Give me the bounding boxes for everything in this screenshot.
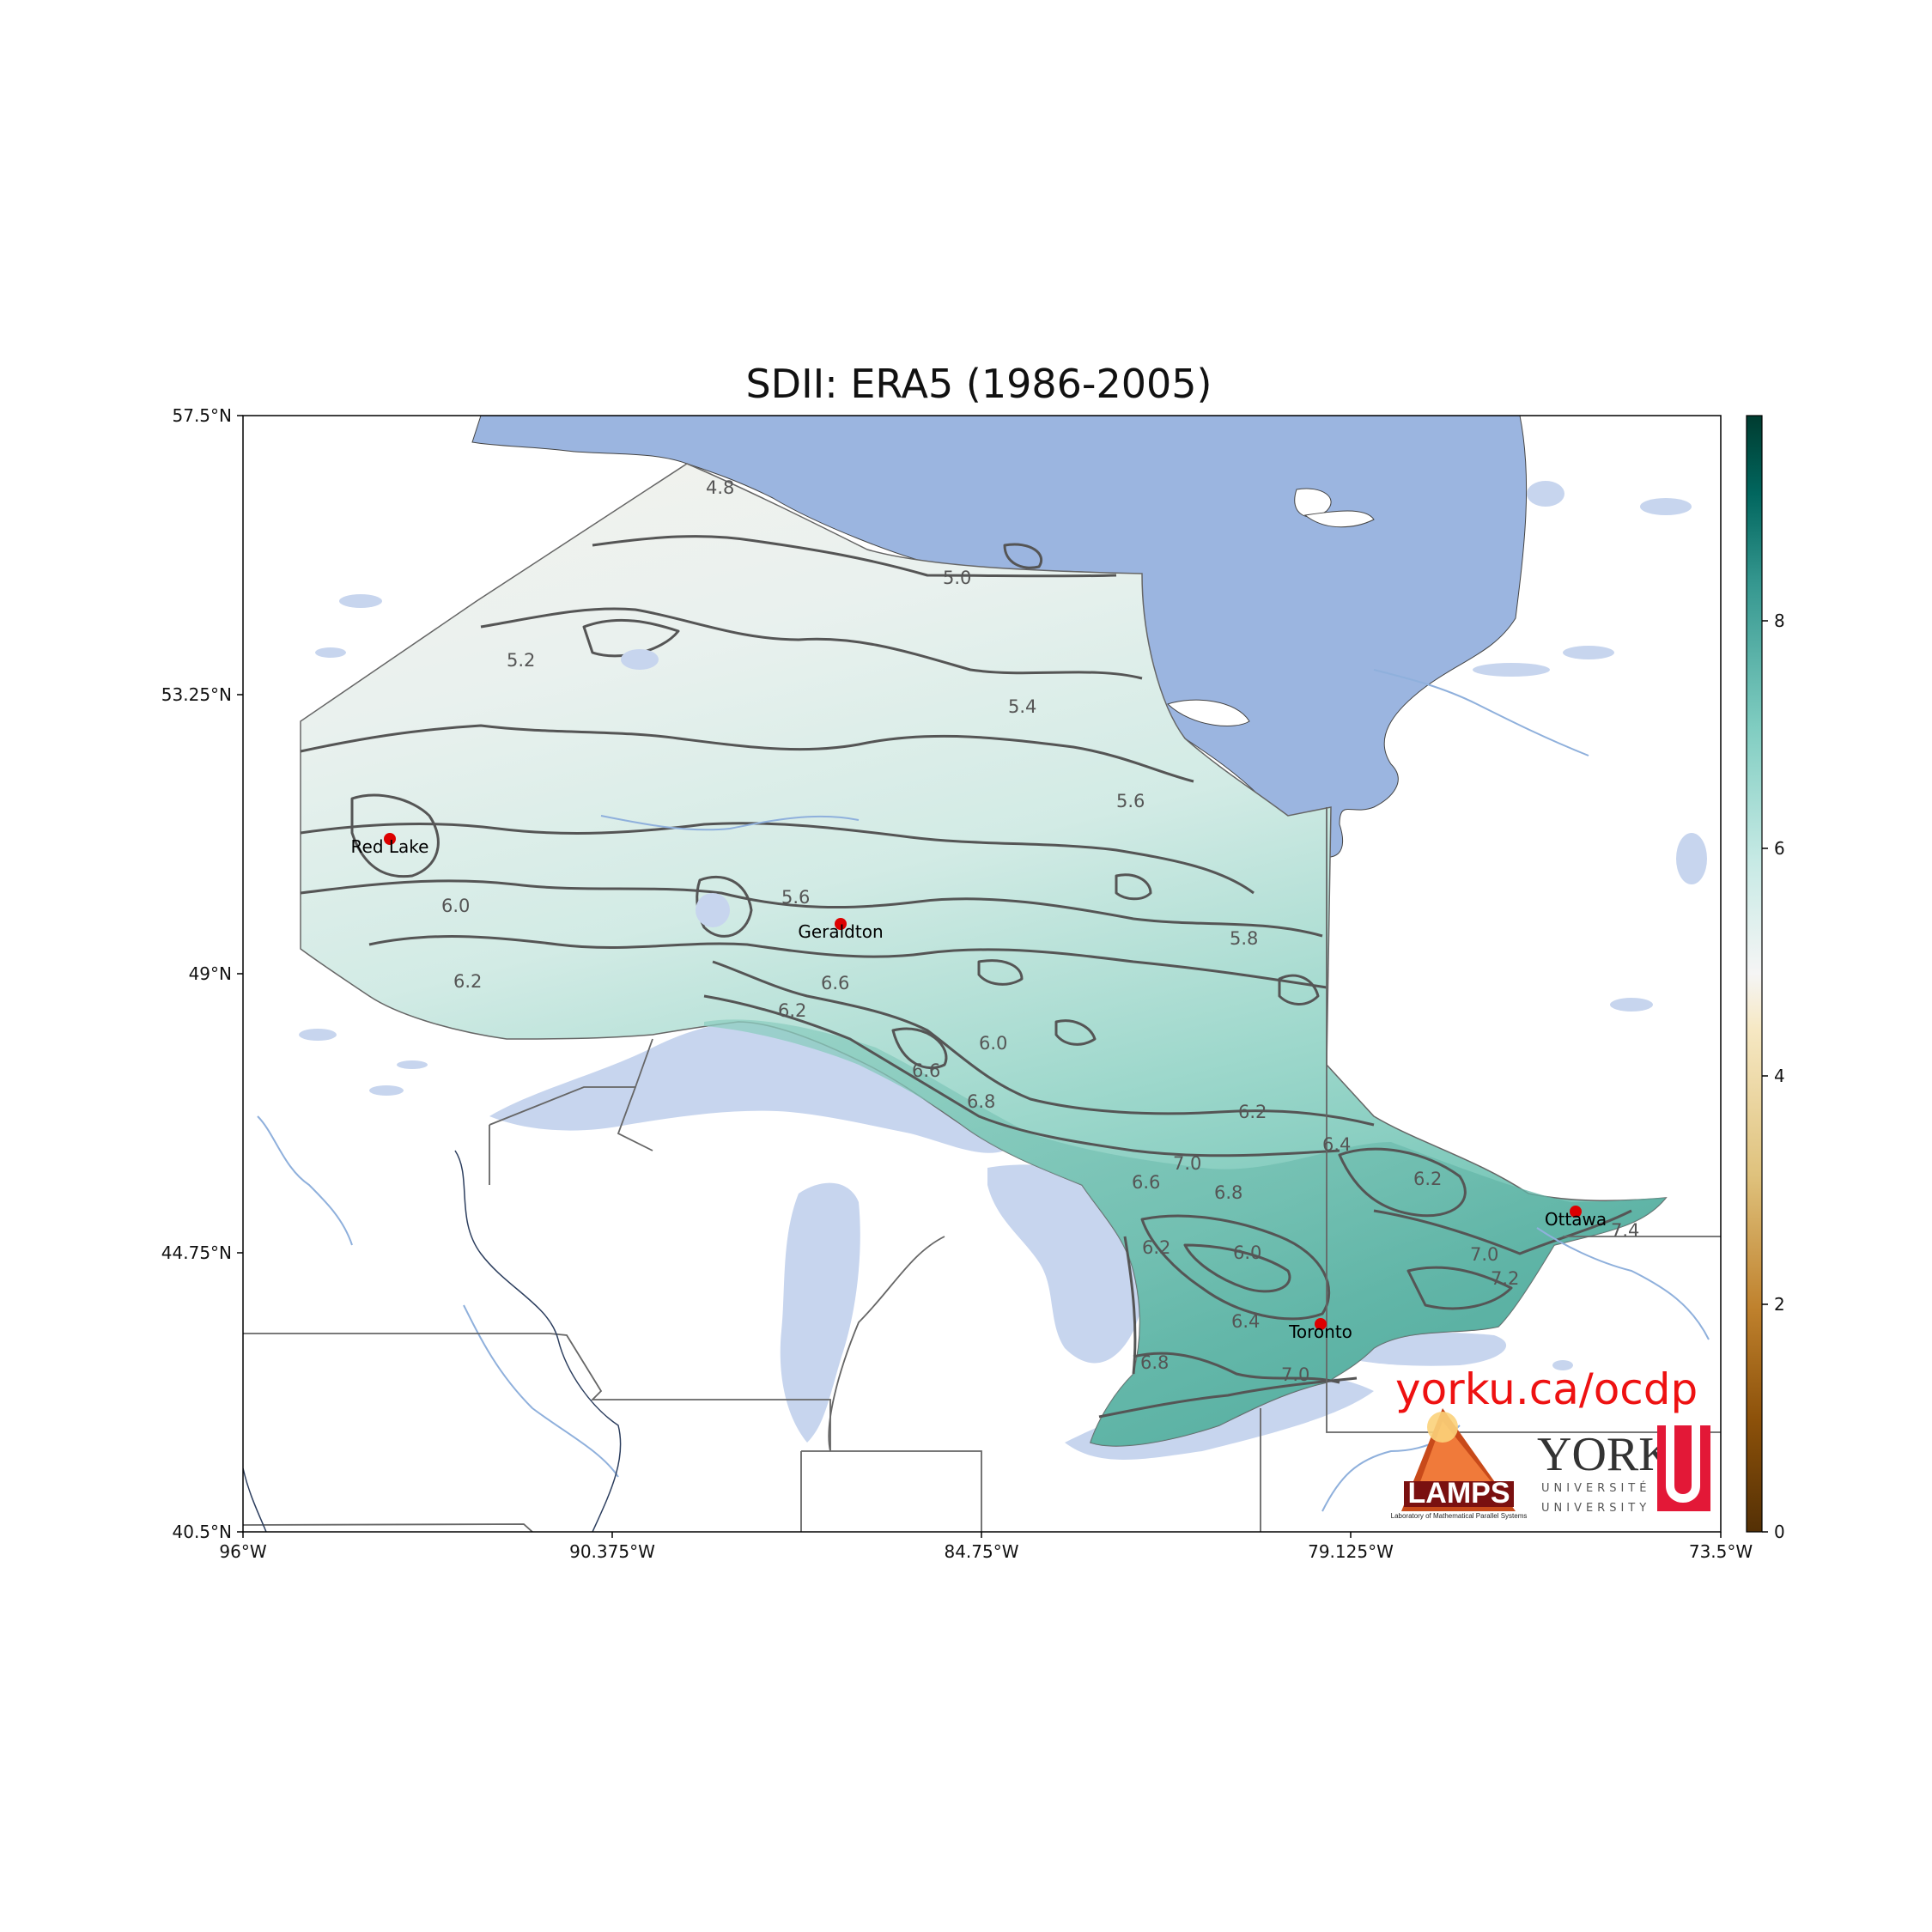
contour-label: 6.2	[1413, 1169, 1442, 1189]
city-label-red-lake: Red Lake	[351, 836, 429, 857]
contour-label: 6.4	[1231, 1311, 1260, 1332]
contour-label: 6.6	[821, 973, 849, 993]
lon-tick: 84.75°W	[944, 1541, 1018, 1562]
southern-band	[704, 1019, 1666, 1446]
contour-label: 5.4	[1008, 696, 1036, 717]
contour-label: 6.6	[1132, 1172, 1160, 1193]
lake-superior	[489, 1021, 1005, 1153]
contour-label: 6.2	[778, 1000, 806, 1021]
city-marker-red-lake[interactable]	[384, 833, 396, 845]
contour-label: 7.4	[1611, 1220, 1639, 1241]
contour-label: 6.2	[1238, 1102, 1267, 1122]
contour-label: 6.2	[453, 971, 482, 992]
lamps-logo-subtext: Laboratory of Mathematical Parallel Syst…	[1391, 1512, 1528, 1520]
colorbar: 0 2 4 6 8	[1746, 415, 1785, 1542]
colorbar-tick: 8	[1774, 611, 1785, 631]
york-logo-text: YORK	[1537, 1428, 1674, 1481]
hudson-bay	[471, 416, 1528, 858]
contour-label: 5.6	[1116, 791, 1145, 811]
url-text[interactable]: yorku.ca/ocdp	[1395, 1364, 1698, 1414]
city-marker-ottawa[interactable]	[1570, 1206, 1582, 1218]
small-lakes	[299, 481, 1707, 1370]
lat-tick: 57.5°N	[173, 405, 233, 426]
lat-tick: 44.75°N	[161, 1242, 232, 1263]
colorbar-tick: 4	[1774, 1066, 1785, 1086]
city-label-ottawa: Ottawa	[1545, 1209, 1607, 1230]
city-label-toronto: Toronto	[1288, 1321, 1352, 1342]
city-marker-toronto[interactable]	[1315, 1318, 1327, 1330]
lat-tick: 40.5°N	[173, 1522, 233, 1542]
svg-text:UNIVERSITY: UNIVERSITY	[1541, 1502, 1650, 1515]
contour-label: 5.8	[1230, 928, 1258, 949]
lake-michigan	[780, 1182, 860, 1443]
contour-label: 6.0	[441, 896, 470, 916]
city-marker-geraldton[interactable]	[835, 918, 847, 930]
contours	[300, 535, 1632, 1419]
map-area: Red Lake Geraldton Toronto Ottawa 4.8 5.…	[243, 416, 1721, 1532]
lat-tick: 49°N	[189, 963, 232, 984]
contour-label: 6.6	[912, 1060, 940, 1081]
contour-label: 6.0	[1233, 1242, 1261, 1263]
contour-label: 6.8	[967, 1091, 995, 1112]
contour-label: 7.2	[1491, 1268, 1519, 1289]
colorbar-tick: 6	[1774, 838, 1785, 859]
contour-label: 7.0	[1470, 1244, 1498, 1265]
contour-label: 6.8	[1214, 1182, 1242, 1203]
city-markers	[384, 833, 1582, 1330]
city-labels: Red Lake Geraldton Toronto Ottawa	[351, 836, 1607, 1342]
contour-label: 5.6	[781, 887, 810, 908]
contour-label: 5.0	[943, 568, 971, 588]
svg-text:UNIVERSITÉ: UNIVERSITÉ	[1541, 1481, 1650, 1495]
lon-tick: 96°W	[219, 1541, 266, 1562]
lon-axis: 96°W 90.375°W 84.75°W 79.125°W 73.5°W	[219, 1532, 1753, 1562]
borders	[243, 807, 1721, 1532]
colorbar-tick: 0	[1774, 1522, 1785, 1542]
lamps-logo: LAMPS Laboratory of Mathematical Paralle…	[1391, 1408, 1528, 1520]
colorbar-tick: 2	[1774, 1294, 1785, 1315]
contour-label: 6.0	[979, 1033, 1007, 1054]
map-title: SDII: ERA5 (1986-2005)	[745, 361, 1212, 407]
contour-label: 5.2	[507, 650, 535, 671]
contour-label: 4.8	[706, 477, 734, 498]
lat-axis: 57.5°N 53.25°N 49°N 44.75°N 40.5°N	[161, 405, 243, 1542]
lat-tick: 53.25°N	[161, 684, 232, 705]
contour-label: 7.0	[1173, 1153, 1201, 1174]
contour-labels: 4.8 5.0 5.2 5.4 5.6 5.6 5.8 6.0 6.2 6.2 …	[441, 477, 1639, 1385]
contour-label: 6.4	[1322, 1134, 1351, 1155]
lon-tick: 73.5°W	[1689, 1541, 1753, 1562]
contour-label: 6.2	[1142, 1237, 1170, 1258]
lon-tick: 79.125°W	[1308, 1541, 1394, 1562]
contour-label: 7.0	[1281, 1364, 1309, 1385]
contour-label: 6.8	[1140, 1352, 1169, 1373]
lamps-logo-text: LAMPS	[1408, 1477, 1510, 1510]
york-logo: YORK UNIVERSITÉ UNIVERSITY	[1537, 1425, 1710, 1515]
city-label-geraldton: Geraldton	[798, 921, 883, 942]
lon-tick: 90.375°W	[569, 1541, 655, 1562]
